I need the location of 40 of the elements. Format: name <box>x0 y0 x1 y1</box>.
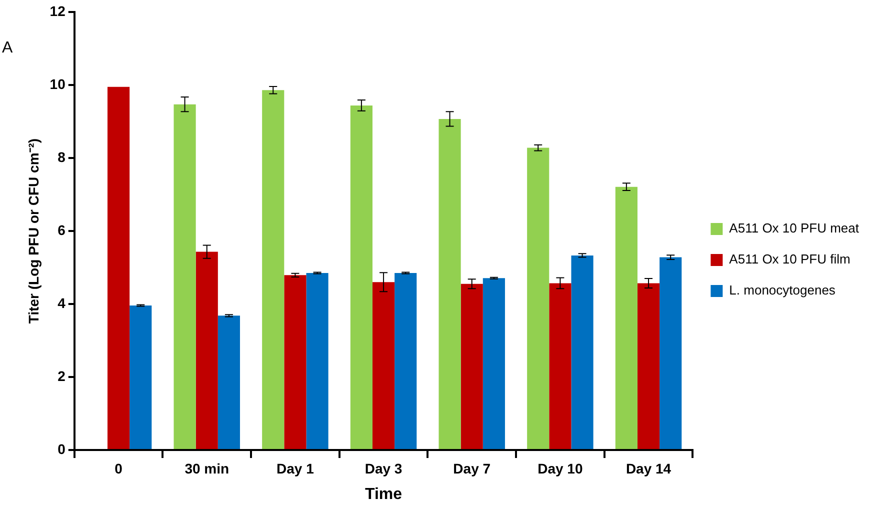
bar <box>660 257 682 449</box>
bar <box>460 284 483 449</box>
y-tick-label: 12 <box>50 2 66 19</box>
bar <box>262 90 284 449</box>
bar <box>615 186 638 449</box>
x-tick-label: Day 10 <box>538 460 583 476</box>
x-tick-label: Day 7 <box>453 460 491 476</box>
bar <box>130 305 152 449</box>
y-tick-label: 6 <box>58 222 66 238</box>
x-tick-label: Day 14 <box>626 460 672 476</box>
bar <box>527 148 550 449</box>
legend-label: A511 Ox 10 PFU meat <box>729 220 860 236</box>
x-tick-label: Day 3 <box>364 460 402 476</box>
bar <box>174 104 196 449</box>
bar <box>218 316 240 449</box>
bar <box>284 275 306 449</box>
legend-label: A511 Ox 10 PFU film <box>729 252 850 267</box>
bar <box>637 283 660 449</box>
bar <box>107 86 130 449</box>
x-tick-label: 0 <box>114 460 123 476</box>
text: A <box>2 39 13 56</box>
bar <box>372 282 395 449</box>
y-axis-title: Titer (Log PFU or CFU cm⁻²) <box>25 138 42 324</box>
bar <box>306 272 328 449</box>
bar <box>350 105 372 449</box>
x-tick-label: Day 1 <box>276 460 314 476</box>
legend-label: L. monocytogenes <box>729 282 836 298</box>
bar <box>549 283 572 449</box>
x-axis-title: Time <box>364 486 402 503</box>
y-tick-label: 8 <box>58 148 66 165</box>
y-tick-label: 2 <box>58 368 66 384</box>
bar <box>196 252 218 449</box>
bar <box>394 272 417 449</box>
bar <box>571 255 594 449</box>
bar <box>438 118 461 449</box>
bar <box>482 278 505 449</box>
y-tick-label: 4 <box>58 294 66 311</box>
y-tick-label: 0 <box>58 440 66 457</box>
x-tick-label: 30 min <box>184 460 230 476</box>
y-tick-label: 10 <box>50 76 66 92</box>
